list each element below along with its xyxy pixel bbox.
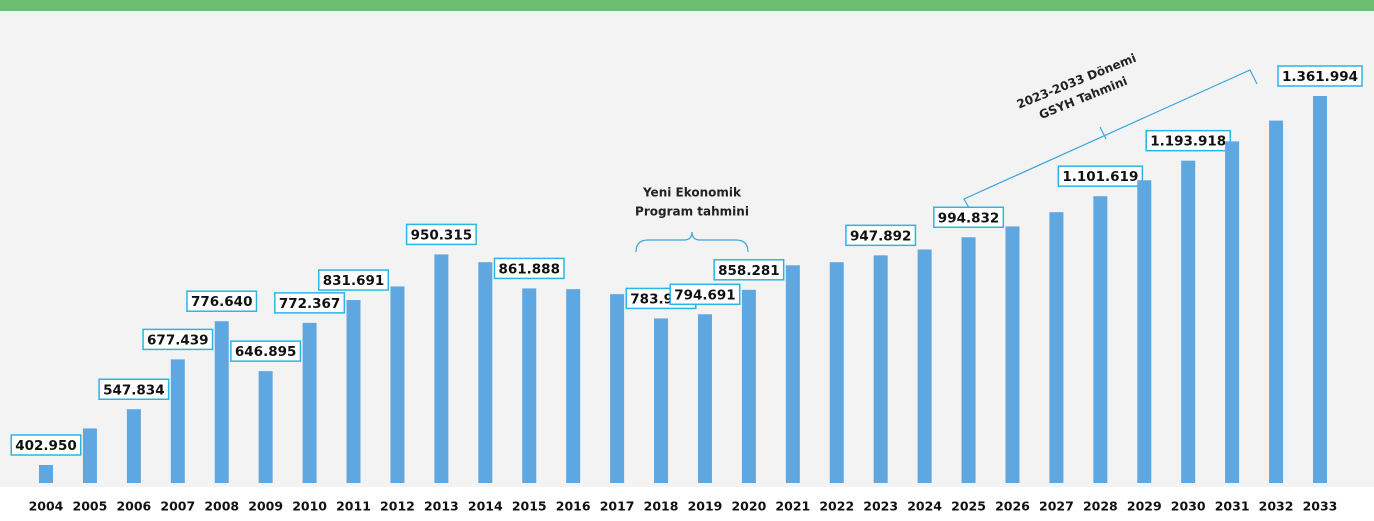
x-tick-label: 2014 bbox=[468, 499, 503, 514]
x-tick-label: 2018 bbox=[644, 499, 679, 514]
value-label: 402.950 bbox=[15, 438, 77, 454]
bar bbox=[1225, 141, 1240, 483]
bar bbox=[258, 371, 273, 483]
bar bbox=[873, 255, 888, 483]
x-tick-label: 2012 bbox=[380, 499, 415, 514]
x-tick-label: 2021 bbox=[775, 499, 810, 514]
bar bbox=[785, 265, 800, 483]
x-tick-label: 2009 bbox=[248, 499, 283, 514]
bar bbox=[1313, 96, 1327, 483]
value-label-box bbox=[274, 292, 346, 314]
x-tick-label: 2004 bbox=[29, 499, 64, 514]
value-label: 794.691 bbox=[674, 287, 736, 303]
bar bbox=[566, 289, 581, 483]
x-tick-label: 2028 bbox=[1083, 499, 1118, 514]
bar bbox=[478, 262, 493, 483]
annotation: Yeni Ekonomik bbox=[642, 186, 742, 200]
bar bbox=[126, 409, 141, 483]
value-label-box bbox=[186, 290, 258, 312]
plot-background bbox=[0, 0, 1374, 487]
x-tick-label: 2017 bbox=[600, 499, 635, 514]
x-tick-label: 2033 bbox=[1303, 499, 1338, 514]
value-label: 646.895 bbox=[235, 344, 297, 360]
value-label: 858.281 bbox=[718, 263, 780, 279]
value-label: 1.361.994 bbox=[1282, 69, 1358, 85]
x-tick-label: 2024 bbox=[907, 499, 942, 514]
x-tick-label: 2032 bbox=[1259, 499, 1294, 514]
value-label-box bbox=[845, 224, 917, 247]
bar bbox=[741, 289, 756, 483]
value-label: 1.101.619 bbox=[1062, 169, 1138, 185]
bar bbox=[434, 254, 449, 483]
bar bbox=[697, 314, 712, 483]
bar bbox=[654, 318, 669, 483]
bar bbox=[1049, 212, 1064, 484]
x-tick-label: 2023 bbox=[863, 499, 898, 514]
value-label-box bbox=[142, 328, 214, 351]
value-label: 947.892 bbox=[850, 228, 912, 244]
bar bbox=[610, 294, 625, 483]
x-tick-label: 2031 bbox=[1215, 499, 1250, 514]
x-tick-label: 2013 bbox=[424, 499, 459, 514]
x-tick-label: 2005 bbox=[73, 499, 108, 514]
bar bbox=[829, 262, 844, 483]
x-tick-label: 2025 bbox=[951, 499, 986, 514]
value-label-box bbox=[405, 223, 477, 246]
x-tick-label: 2016 bbox=[556, 499, 591, 514]
value-label-box bbox=[1145, 129, 1231, 152]
bar bbox=[961, 237, 976, 483]
x-tick-label: 2020 bbox=[731, 499, 766, 514]
value-label-box bbox=[318, 269, 390, 291]
value-label-box bbox=[10, 434, 82, 456]
x-tick-label: 2006 bbox=[116, 499, 151, 514]
value-label: 831.691 bbox=[323, 273, 385, 289]
x-tick-label: 2007 bbox=[160, 499, 195, 514]
x-tick-label: 2019 bbox=[688, 499, 723, 514]
value-label: 677.439 bbox=[147, 332, 209, 348]
bar bbox=[1005, 226, 1020, 483]
bracket bbox=[963, 69, 1258, 214]
value-label: 994.832 bbox=[938, 210, 1000, 226]
value-label-box bbox=[98, 378, 170, 401]
top-band bbox=[0, 0, 1374, 11]
bar bbox=[390, 286, 405, 483]
value-label: 772.367 bbox=[279, 296, 341, 312]
x-tick-label: 2008 bbox=[204, 499, 239, 514]
bar bbox=[1181, 160, 1196, 483]
value-label-box bbox=[669, 283, 741, 306]
bar bbox=[522, 288, 537, 483]
x-tick-label: 2022 bbox=[819, 499, 854, 514]
bar bbox=[170, 359, 185, 483]
bar bbox=[346, 300, 361, 483]
x-tick-label: 2015 bbox=[512, 499, 547, 514]
x-tick-label: 2026 bbox=[995, 499, 1030, 514]
value-label: 547.834 bbox=[103, 382, 165, 398]
value-label-box bbox=[1277, 65, 1363, 87]
value-label: 1.193.918 bbox=[1150, 134, 1226, 150]
x-tick-label: 2029 bbox=[1127, 499, 1162, 514]
bar bbox=[1093, 196, 1108, 484]
x-tick-label: 2010 bbox=[292, 499, 327, 514]
bar bbox=[1137, 180, 1152, 484]
x-tick-label: 2030 bbox=[1171, 499, 1206, 514]
x-tick-label: 2011 bbox=[336, 499, 371, 514]
brace bbox=[635, 231, 749, 253]
annotation: Program tahmini bbox=[635, 205, 749, 219]
bar bbox=[1269, 120, 1284, 483]
value-label-box bbox=[493, 257, 565, 280]
value-label: 861.888 bbox=[498, 261, 560, 277]
value-label: 776.640 bbox=[191, 294, 253, 310]
value-label-box bbox=[713, 259, 785, 281]
bar bbox=[39, 465, 53, 483]
bar bbox=[214, 321, 229, 483]
value-label: 950.315 bbox=[411, 227, 473, 243]
value-label-box bbox=[933, 206, 1005, 229]
x-tick-label: 2027 bbox=[1039, 499, 1074, 514]
bar bbox=[917, 249, 932, 483]
value-label-box bbox=[230, 340, 302, 362]
bar bbox=[82, 428, 97, 483]
bar bbox=[302, 322, 317, 483]
value-label-box bbox=[1057, 165, 1144, 187]
